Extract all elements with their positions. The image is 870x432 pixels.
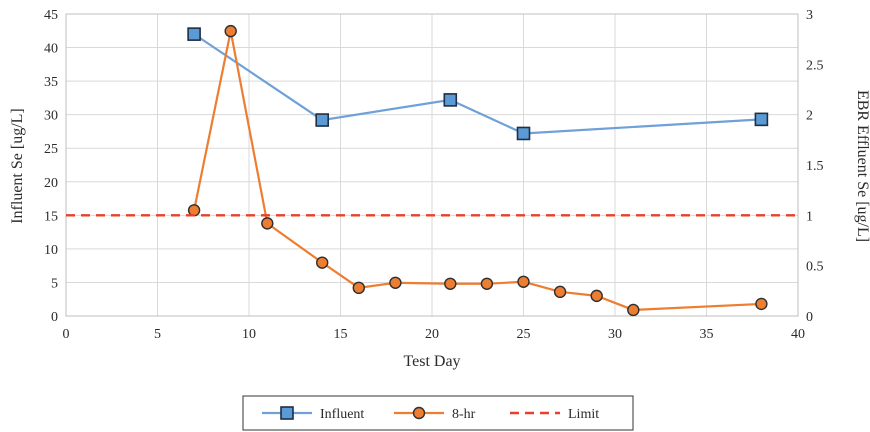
legend-label: Limit — [568, 407, 599, 422]
data-point — [627, 303, 640, 317]
x-tick-label: 30 — [608, 327, 622, 342]
y-right-tick-label: 2.5 — [806, 58, 824, 73]
data-point — [754, 112, 769, 127]
data-point — [444, 277, 457, 290]
series-8-hr — [187, 24, 768, 317]
y-right-tick-label: 1.5 — [806, 159, 824, 174]
series-line — [193, 30, 762, 312]
x-tick-label: 5 — [154, 327, 161, 342]
y-left-axis-ticks: 0 5 10 15 20 25 30 35 40 45 — [44, 8, 58, 325]
y-right-tick-label: 2 — [806, 109, 813, 124]
x-tick-label: 35 — [700, 327, 714, 342]
y-left-tick-label: 30 — [44, 109, 58, 124]
y-left-tick-label: 10 — [44, 243, 58, 258]
series-layer — [66, 24, 798, 317]
data-point — [315, 113, 330, 127]
data-point — [553, 285, 567, 299]
data-point — [352, 281, 365, 295]
legend-label: Influent — [320, 407, 364, 422]
series-influent — [187, 27, 769, 141]
data-point — [389, 276, 402, 289]
legend-marker — [412, 406, 426, 420]
y-left-tick-label: 35 — [44, 75, 58, 90]
y-right-axis-title: EBR Effluent Se [ug/L] — [854, 90, 870, 242]
data-point — [224, 24, 237, 38]
data-point — [516, 126, 531, 141]
x-axis-title: Test Day — [403, 353, 460, 370]
y-right-tick-label: 0.5 — [806, 260, 824, 275]
y-left-tick-label: 20 — [44, 176, 58, 191]
y-right-tick-label: 1 — [806, 209, 813, 224]
data-point — [443, 93, 458, 107]
legend-item: Influent — [262, 406, 364, 422]
legend-label: 8-hr — [452, 407, 476, 422]
x-tick-label: 0 — [63, 327, 70, 342]
data-point — [755, 297, 768, 311]
legend-item: 8-hr — [394, 406, 476, 422]
x-tick-label: 10 — [242, 327, 256, 342]
data-point — [316, 256, 329, 269]
data-point — [261, 217, 274, 230]
y-left-axis-title: Influent Se [ug/L] — [9, 108, 26, 224]
data-point — [590, 289, 603, 303]
x-tick-label: 15 — [334, 327, 348, 342]
legend-marker — [280, 406, 294, 420]
y-left-tick-label: 5 — [51, 276, 58, 291]
plot-area — [65, 13, 799, 317]
y-left-tick-label: 15 — [44, 209, 58, 224]
y-right-axis-ticks: 0 0.5 1 1.5 2 2.5 3 — [806, 8, 824, 325]
data-point — [517, 275, 530, 288]
x-tick-label: 40 — [791, 327, 805, 342]
y-right-tick-label: 0 — [806, 310, 813, 325]
y-right-tick-label: 3 — [806, 8, 813, 23]
grid — [65, 13, 799, 317]
data-point — [187, 27, 201, 41]
x-tick-label: 25 — [517, 327, 531, 342]
y-left-tick-label: 25 — [44, 142, 58, 157]
data-point — [480, 277, 494, 290]
legend: Influent 8-hr Limit — [242, 395, 634, 431]
x-axis-ticks: 0 5 10 15 20 25 30 35 40 — [63, 327, 806, 342]
y-left-tick-label: 45 — [44, 8, 58, 23]
y-left-tick-label: 40 — [44, 42, 58, 57]
x-tick-label: 20 — [425, 327, 439, 342]
y-left-tick-label: 0 — [51, 310, 58, 325]
series-line — [193, 33, 762, 135]
legend-item: Limit — [510, 407, 599, 422]
